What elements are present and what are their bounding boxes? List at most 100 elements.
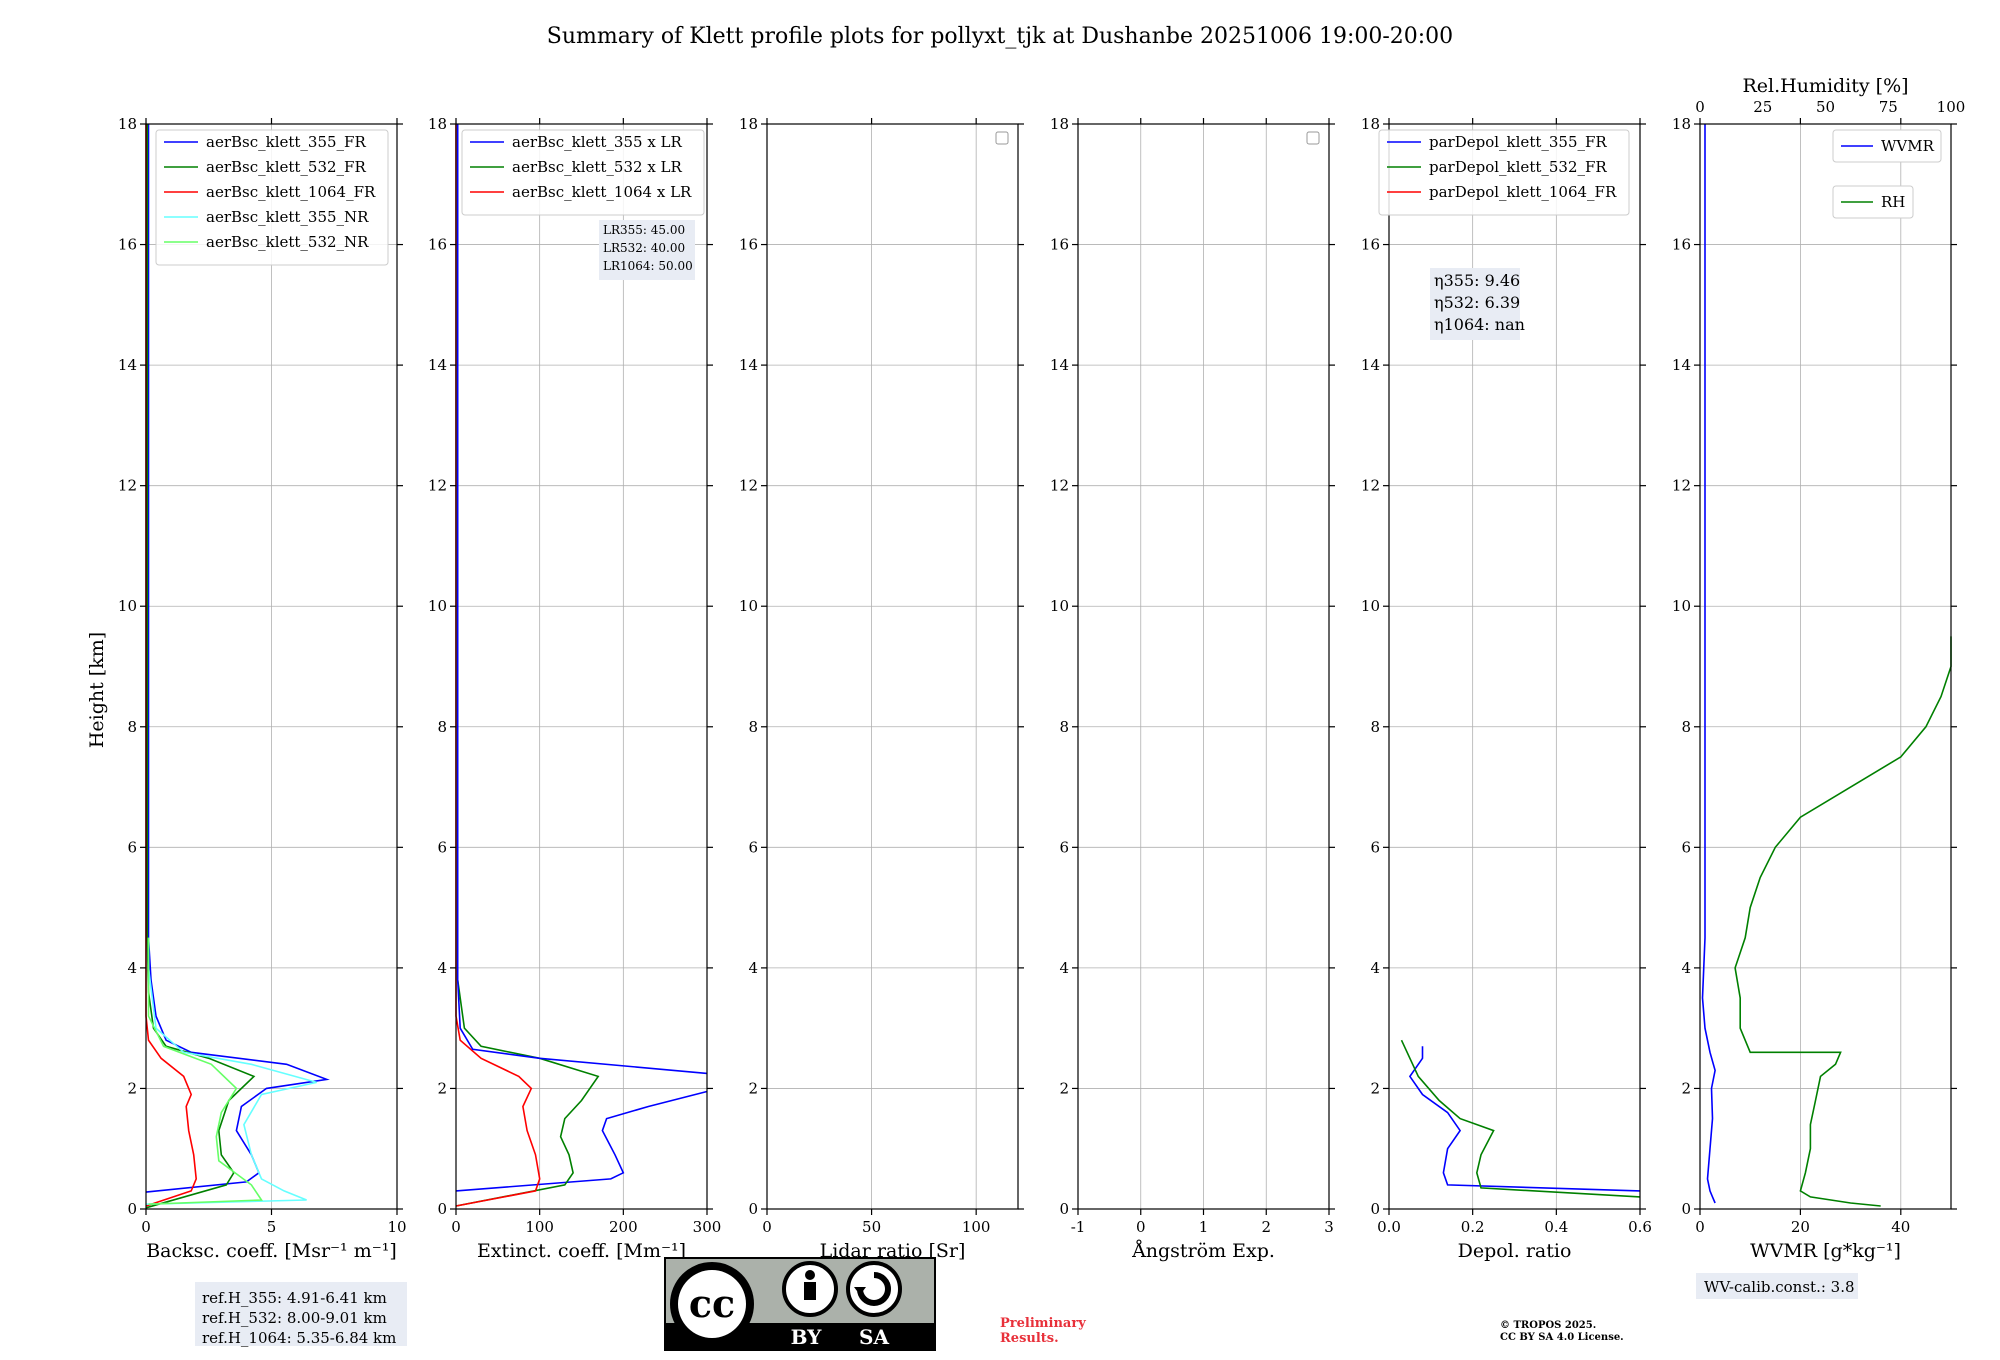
series-line-4 bbox=[147, 937, 263, 1205]
xtick-label-100: 100 bbox=[962, 1218, 991, 1236]
xtick-label-2: 2 bbox=[1261, 1218, 1271, 1236]
ytick-label-12: 12 bbox=[739, 477, 758, 495]
preliminary-line-1: Preliminary bbox=[1000, 1316, 1086, 1331]
wvmr-legend-label: WVMR bbox=[1881, 137, 1935, 155]
ytick-label-0: 0 bbox=[1681, 1200, 1691, 1218]
ytick-label-14: 14 bbox=[1361, 356, 1380, 374]
x-axis-label: Extinct. coeff. [Mm⁻¹] bbox=[477, 1240, 686, 1262]
ytick-label-0: 0 bbox=[1370, 1200, 1380, 1218]
legend-label-1: aerBsc_klett_532 x LR bbox=[512, 158, 683, 176]
ytick-label-14: 14 bbox=[739, 356, 758, 374]
legend-box bbox=[461, 129, 705, 216]
preliminary-note: Preliminary Results. bbox=[1000, 1316, 1086, 1346]
ytick-label-12: 12 bbox=[1361, 477, 1380, 495]
ytick-label-0: 0 bbox=[748, 1200, 758, 1218]
ytick-label-2: 2 bbox=[1059, 1079, 1069, 1097]
legend-box bbox=[1378, 129, 1630, 216]
ytick-label-0: 0 bbox=[437, 1200, 447, 1218]
ytick-label-16: 16 bbox=[1050, 236, 1069, 254]
ytick-label-16: 16 bbox=[1672, 236, 1691, 254]
x2tick-label-25: 25 bbox=[1753, 98, 1772, 116]
x-axis-label: Backsc. coeff. [Msr⁻¹ m⁻¹] bbox=[146, 1240, 397, 1262]
legend-label-1: aerBsc_klett_532_FR bbox=[206, 158, 366, 176]
ytick-label-8: 8 bbox=[1681, 718, 1691, 736]
xtick-label-200: 200 bbox=[609, 1218, 638, 1236]
annotation-box bbox=[599, 220, 695, 280]
ytick-label-2: 2 bbox=[1681, 1079, 1691, 1097]
xtick-label-100: 100 bbox=[525, 1218, 554, 1236]
cc-by-sa-logo: cc BY SA bbox=[664, 1257, 936, 1351]
ytick-label-12: 12 bbox=[1050, 477, 1069, 495]
ytick-label-6: 6 bbox=[127, 838, 137, 856]
legend-label-0: parDepol_klett_355_FR bbox=[1429, 133, 1607, 151]
xtick-label-0: 0 bbox=[451, 1218, 461, 1236]
annotation-line-1: η532: 6.39 bbox=[1434, 293, 1520, 312]
panel-4: 0 2 4 6 8 10 12 14 16 18 0.0 0.2 0.4 0.6 Depol. ratio p… bbox=[1361, 115, 1652, 1262]
empty-legend-box bbox=[995, 131, 1009, 145]
ytick-label-4: 4 bbox=[748, 959, 758, 977]
ytick-label-18: 18 bbox=[428, 115, 447, 133]
ytick-label-10: 10 bbox=[739, 597, 758, 615]
ytick-label-16: 16 bbox=[118, 236, 137, 254]
series-line-1 bbox=[1734, 636, 1952, 1207]
ytick-label-6: 6 bbox=[1370, 838, 1380, 856]
legend-label-0: aerBsc_klett_355_FR bbox=[206, 133, 366, 151]
ref-h-532: ref.H_532: 8.00-9.01 km bbox=[202, 1309, 387, 1327]
wv-calib-text: WV-calib.const.: 3.8 bbox=[1704, 1278, 1855, 1296]
xtick-label-0.4: 0.4 bbox=[1544, 1218, 1568, 1236]
ytick-label-6: 6 bbox=[437, 838, 447, 856]
ytick-label-4: 4 bbox=[1681, 959, 1691, 977]
ytick-label-8: 8 bbox=[1370, 718, 1380, 736]
ytick-label-4: 4 bbox=[437, 959, 447, 977]
axes-frame bbox=[766, 123, 1019, 1210]
xtick-label-0: 0.0 bbox=[1377, 1218, 1401, 1236]
ytick-label-18: 18 bbox=[1050, 115, 1069, 133]
x2tick-label-50: 50 bbox=[1816, 98, 1835, 116]
axes-frame bbox=[1388, 123, 1641, 1210]
ytick-label-8: 8 bbox=[437, 718, 447, 736]
y-axis-label: Height [km] bbox=[86, 632, 108, 748]
ytick-label-4: 4 bbox=[127, 959, 137, 977]
ytick-label-4: 4 bbox=[1059, 959, 1069, 977]
ytick-label-18: 18 bbox=[739, 115, 758, 133]
ytick-label-6: 6 bbox=[1059, 838, 1069, 856]
ytick-label-14: 14 bbox=[428, 356, 447, 374]
ytick-label-2: 2 bbox=[437, 1079, 447, 1097]
ytick-label-14: 14 bbox=[1050, 356, 1069, 374]
xtick-label-0: 0 bbox=[141, 1218, 151, 1236]
annotation-box bbox=[1430, 268, 1520, 340]
x2tick-label-0: 0 bbox=[1695, 98, 1705, 116]
series-line-0 bbox=[455, 1090, 708, 1192]
legend-label-2: aerBsc_klett_1064 x LR bbox=[512, 183, 692, 201]
xtick-label-50: 50 bbox=[862, 1218, 881, 1236]
ytick-label-0: 0 bbox=[127, 1200, 137, 1218]
xtick-label-5: 5 bbox=[267, 1218, 277, 1236]
annotation-line-2: LR1064: 50.00 bbox=[603, 259, 693, 273]
legend-label-3: aerBsc_klett_355_NR bbox=[206, 208, 369, 226]
ytick-label-10: 10 bbox=[428, 597, 447, 615]
ref-h-355: ref.H_355: 4.91-6.41 km bbox=[202, 1289, 387, 1307]
xtick-label-40: 40 bbox=[1891, 1218, 1910, 1236]
ytick-label-14: 14 bbox=[1672, 356, 1691, 374]
ytick-label-8: 8 bbox=[127, 718, 137, 736]
x2-axis-label: Rel.Humidity [%] bbox=[1742, 75, 1908, 97]
ytick-label-10: 10 bbox=[1361, 597, 1380, 615]
panels-group: 0 2 4 6 8 10 12 14 16 18 0 5 10 Backsc. coeff. [Msr⁻¹… bbox=[118, 75, 1965, 1262]
ytick-label-0: 0 bbox=[1059, 1200, 1069, 1218]
legend-label-2: aerBsc_klett_1064_FR bbox=[206, 183, 376, 201]
series-line-2 bbox=[455, 124, 541, 1207]
ytick-label-12: 12 bbox=[1672, 477, 1691, 495]
x-axis-label: WVMR [g*kg⁻¹] bbox=[1750, 1240, 1901, 1262]
xtick-label-0: 0 bbox=[1695, 1218, 1705, 1236]
ytick-label-18: 18 bbox=[118, 115, 137, 133]
ytick-label-4: 4 bbox=[1370, 959, 1380, 977]
ytick-label-6: 6 bbox=[1681, 838, 1691, 856]
cc-sa-text: SA bbox=[859, 1325, 889, 1349]
ytick-label-16: 16 bbox=[428, 236, 447, 254]
xtick-label-3: 3 bbox=[1324, 1218, 1334, 1236]
ytick-label-18: 18 bbox=[1361, 115, 1380, 133]
x-axis-label: Depol. ratio bbox=[1458, 1240, 1572, 1262]
ytick-label-10: 10 bbox=[1050, 597, 1069, 615]
